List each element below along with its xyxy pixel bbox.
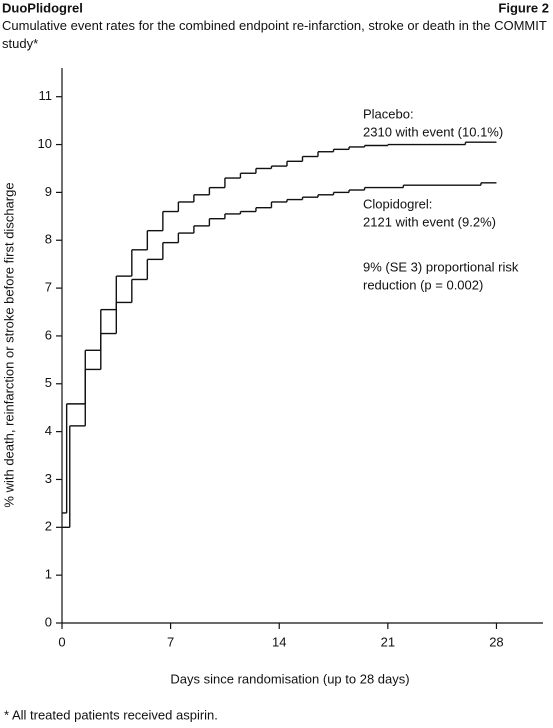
x-tick-label: 0 <box>58 634 65 649</box>
x-tick-label: 21 <box>381 634 395 649</box>
y-tick-label: 5 <box>45 375 52 390</box>
y-tick-label: 7 <box>45 280 52 295</box>
y-tick-label: 11 <box>39 88 53 103</box>
subtitle-box: Cumulative event rates for the combined … <box>2 18 547 51</box>
x-tick-label: 7 <box>167 634 174 649</box>
y-tick-label: 9 <box>45 184 52 199</box>
y-tick-label: 8 <box>45 232 52 247</box>
y-tick-label: 10 <box>38 136 52 151</box>
annotation: Clopidogrel: <box>363 196 432 211</box>
y-tick-label: 6 <box>45 327 52 342</box>
figure-label: Figure 2 <box>498 0 549 15</box>
annotation: Placebo: <box>363 106 414 121</box>
y-tick-label: 3 <box>45 471 52 486</box>
y-axis-label: % with death, reinfarction or stroke bef… <box>1 182 16 507</box>
y-tick-label: 0 <box>45 614 52 629</box>
y-tick-label: 2 <box>45 519 52 534</box>
footnote: * All treated patients received aspirin. <box>4 707 218 722</box>
annotation: 9% (SE 3) proportional risk <box>363 259 519 274</box>
y-tick-label: 1 <box>45 567 52 582</box>
x-axis-label: Days since randomisation (up to 28 days) <box>170 671 409 686</box>
y-tick-label: 4 <box>45 423 52 438</box>
annotation: 2310 with event (10.1%) <box>363 124 503 139</box>
annotation: reduction (p = 0.002) <box>363 277 483 292</box>
header-title: DuoPlidogrel <box>2 0 83 15</box>
annotation: 2121 with event (9.2%) <box>363 214 496 229</box>
x-tick-label: 14 <box>272 634 286 649</box>
x-tick-label: 28 <box>489 634 503 649</box>
chart-subtitle: Cumulative event rates for the combined … <box>2 18 547 51</box>
